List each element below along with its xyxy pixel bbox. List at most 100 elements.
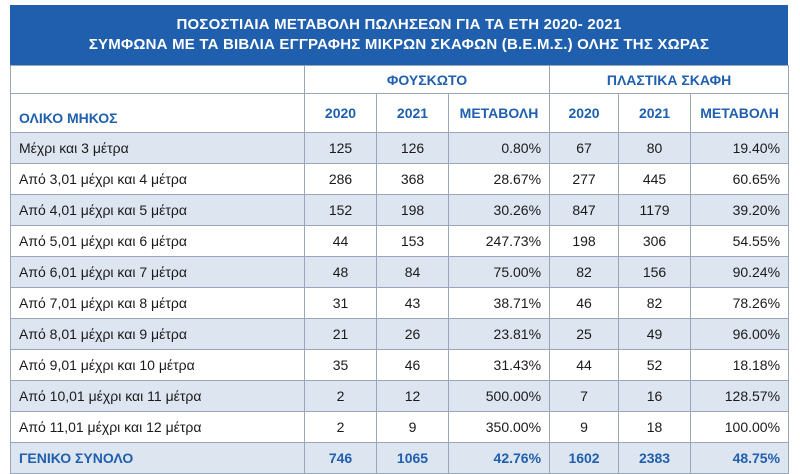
- plastic-2021-cell: 445: [618, 163, 692, 195]
- table-row: Από 10,01 μέχρι και 11 μέτρα 2 12 500.00% 7 1…: [10, 380, 790, 412]
- inflatable-change-cell: 75.00%: [447, 256, 551, 288]
- table-title: ΠΟΣΟΣΤΙΑΙΑ ΜΕΤΑΒΟΛΗ ΠΩΛΗΣΕΩΝ ΓΙΑ ΤΑ ΕΤΗ …: [10, 5, 788, 65]
- inflatable-2021-cell: 12: [376, 380, 449, 412]
- table-row: Από 8,01 μέχρι και 9 μέτρα 21 26 23.81% 25 49…: [10, 318, 790, 350]
- inflatable-2021-cell: 198: [376, 194, 449, 226]
- plastic-2020-cell: 847: [549, 194, 620, 226]
- inflatable-2021-cell: 26: [376, 318, 449, 350]
- plastic-change-cell: 19.40%: [690, 132, 790, 164]
- table-row: Από 9,01 μέχρι και 10 μέτρα 35 46 31.43% 44 5…: [10, 349, 790, 381]
- row-label-cell: Από 4,01 μέχρι και 5 μέτρα: [10, 194, 305, 226]
- row-label-cell: Μέχρι και 3 μέτρα: [10, 132, 305, 164]
- table-row: Από 6,01 μέχρι και 7 μέτρα 48 84 75.00% 82 15…: [10, 256, 790, 288]
- inflatable-2020-cell: 31: [304, 287, 377, 319]
- total-inflatable-change: 42.76%: [447, 442, 551, 474]
- row-label-cell: Από 5,01 μέχρι και 6 μέτρα: [10, 225, 305, 257]
- total-plastic-2020: 1602: [549, 442, 620, 474]
- row-label-cell: Από 10,01 μέχρι και 11 μέτρα: [10, 380, 305, 412]
- inflatable-2021-cell: 126: [376, 132, 449, 164]
- inflatable-2020-cell: 48: [304, 256, 377, 288]
- inflatable-change-cell: 30.26%: [447, 194, 551, 226]
- group-inflatable: ΦΟΥΣΚΩΤΟ: [303, 65, 551, 94]
- inflatable-2020-cell: 152: [304, 194, 377, 226]
- inflatable-change-cell: 0.80%: [447, 132, 551, 164]
- inflatable-change-cell: 23.81%: [447, 318, 551, 350]
- total-inflatable-2021: 1065: [376, 442, 449, 474]
- column-header-row: ΟΛΙΚΟ ΜΗΚΟΣ 2020 2021 ΜΕΤΑΒΟΛΗ 2020 2021…: [10, 93, 790, 133]
- table-body: Μέχρι και 3 μέτρα 125 126 0.80% 67 80 19.40% Απ…: [10, 132, 790, 443]
- inflatable-change-cell: 500.00%: [447, 380, 551, 412]
- plastic-change-cell: 54.55%: [690, 225, 790, 257]
- plastic-change-cell: 96.00%: [690, 318, 790, 350]
- header-plastic-2021: 2021: [618, 93, 692, 133]
- plastic-change-cell: 78.26%: [690, 287, 790, 319]
- group-header-row: ΦΟΥΣΚΩΤΟ ΠΛΑΣΤΙΚΑ ΣΚΑΦΗ: [10, 65, 790, 94]
- row-label-cell: Από 7,01 μέχρι και 8 μέτρα: [10, 287, 305, 319]
- inflatable-2020-cell: 286: [304, 163, 377, 195]
- plastic-change-cell: 39.20%: [690, 194, 790, 226]
- header-length: ΟΛΙΚΟ ΜΗΚΟΣ: [10, 93, 305, 133]
- inflatable-change-cell: 247.73%: [447, 225, 551, 257]
- plastic-2021-cell: 80: [618, 132, 692, 164]
- title-line-1: ΠΟΣΟΣΤΙΑΙΑ ΜΕΤΑΒΟΛΗ ΠΩΛΗΣΕΩΝ ΓΙΑ ΤΑ ΕΤΗ …: [176, 16, 622, 33]
- group-plastic: ΠΛΑΣΤΙΚΑ ΣΚΑΦΗ: [549, 65, 790, 94]
- total-row: ΓΕΝΙΚΟ ΣΥΝΟΛΟ 746 1065 42.76% 1602 2383 …: [10, 442, 790, 474]
- table-row: Από 5,01 μέχρι και 6 μέτρα 44 153 247.73% 19…: [10, 225, 790, 257]
- header-inflatable-2020: 2020: [304, 93, 377, 133]
- inflatable-2020-cell: 21: [304, 318, 377, 350]
- plastic-2020-cell: 277: [549, 163, 620, 195]
- inflatable-change-cell: 31.43%: [447, 349, 551, 381]
- plastic-change-cell: 60.65%: [690, 163, 790, 195]
- inflatable-change-cell: 28.67%: [447, 163, 551, 195]
- header-inflatable-2021: 2021: [376, 93, 449, 133]
- plastic-change-cell: 18.18%: [690, 349, 790, 381]
- inflatable-2021-cell: 46: [376, 349, 449, 381]
- inflatable-2020-cell: 125: [304, 132, 377, 164]
- title-line-2: ΣΥΜΦΩΝΑ ΜΕ ΤΑ ΒΙΒΛΙΑ ΕΓΓΡΑΦΗΣ ΜΙΚΡΩΝ ΣΚΑ…: [88, 36, 710, 53]
- header-plastic-2020: 2020: [549, 93, 620, 133]
- table-row: Μέχρι και 3 μέτρα 125 126 0.80% 67 80 19.40%: [10, 132, 790, 164]
- table-row: Από 4,01 μέχρι και 5 μέτρα 152 198 30.26% 84…: [10, 194, 790, 226]
- plastic-2021-cell: 1179: [618, 194, 692, 226]
- row-label-cell: Από 3,01 μέχρι και 4 μέτρα: [10, 163, 305, 195]
- plastic-2021-cell: 52: [618, 349, 692, 381]
- total-inflatable-2020: 746: [304, 442, 377, 474]
- inflatable-2020-cell: 35: [304, 349, 377, 381]
- plastic-2021-cell: 18: [618, 411, 692, 443]
- inflatable-2021-cell: 368: [376, 163, 449, 195]
- inflatable-change-cell: 350.00%: [447, 411, 551, 443]
- plastic-2021-cell: 16: [618, 380, 692, 412]
- plastic-change-cell: 90.24%: [690, 256, 790, 288]
- plastic-2020-cell: 7: [549, 380, 620, 412]
- inflatable-2020-cell: 2: [304, 380, 377, 412]
- inflatable-2020-cell: 2: [304, 411, 377, 443]
- inflatable-2021-cell: 84: [376, 256, 449, 288]
- header-inflatable-change: ΜΕΤΑΒΟΛΗ: [447, 93, 551, 133]
- total-label: ΓΕΝΙΚΟ ΣΥΝΟΛΟ: [10, 442, 305, 474]
- table-row: Από 7,01 μέχρι και 8 μέτρα 31 43 38.71% 46 82…: [10, 287, 790, 319]
- plastic-2021-cell: 156: [618, 256, 692, 288]
- header-plastic-change: ΜΕΤΑΒΟΛΗ: [690, 93, 790, 133]
- row-label-cell: Από 9,01 μέχρι και 10 μέτρα: [10, 349, 305, 381]
- plastic-2021-cell: 82: [618, 287, 692, 319]
- row-label-cell: Από 6,01 μέχρι και 7 μέτρα: [10, 256, 305, 288]
- inflatable-2021-cell: 153: [376, 225, 449, 257]
- plastic-2020-cell: 25: [549, 318, 620, 350]
- blank-header-cell: [10, 65, 305, 94]
- sales-table-figure: ΠΟΣΟΣΤΙΑΙΑ ΜΕΤΑΒΟΛΗ ΠΩΛΗΣΕΩΝ ΓΙΑ ΤΑ ΕΤΗ …: [10, 5, 790, 474]
- plastic-change-cell: 100.00%: [690, 411, 790, 443]
- plastic-change-cell: 128.57%: [690, 380, 790, 412]
- plastic-2020-cell: 198: [549, 225, 620, 257]
- sales-table: ΦΟΥΣΚΩΤΟ ΠΛΑΣΤΙΚΑ ΣΚΑΦΗ ΟΛΙΚΟ ΜΗΚΟΣ 2020…: [10, 65, 790, 474]
- total-plastic-change: 48.75%: [690, 442, 790, 474]
- inflatable-2021-cell: 43: [376, 287, 449, 319]
- plastic-2020-cell: 44: [549, 349, 620, 381]
- inflatable-2021-cell: 9: [376, 411, 449, 443]
- row-label-cell: Από 11,01 μέχρι και 12 μέτρα: [10, 411, 305, 443]
- inflatable-2020-cell: 44: [304, 225, 377, 257]
- plastic-2020-cell: 9: [549, 411, 620, 443]
- plastic-2020-cell: 82: [549, 256, 620, 288]
- plastic-2020-cell: 46: [549, 287, 620, 319]
- plastic-2021-cell: 306: [618, 225, 692, 257]
- table-row: Από 11,01 μέχρι και 12 μέτρα 2 9 350.00% 9 18…: [10, 411, 790, 443]
